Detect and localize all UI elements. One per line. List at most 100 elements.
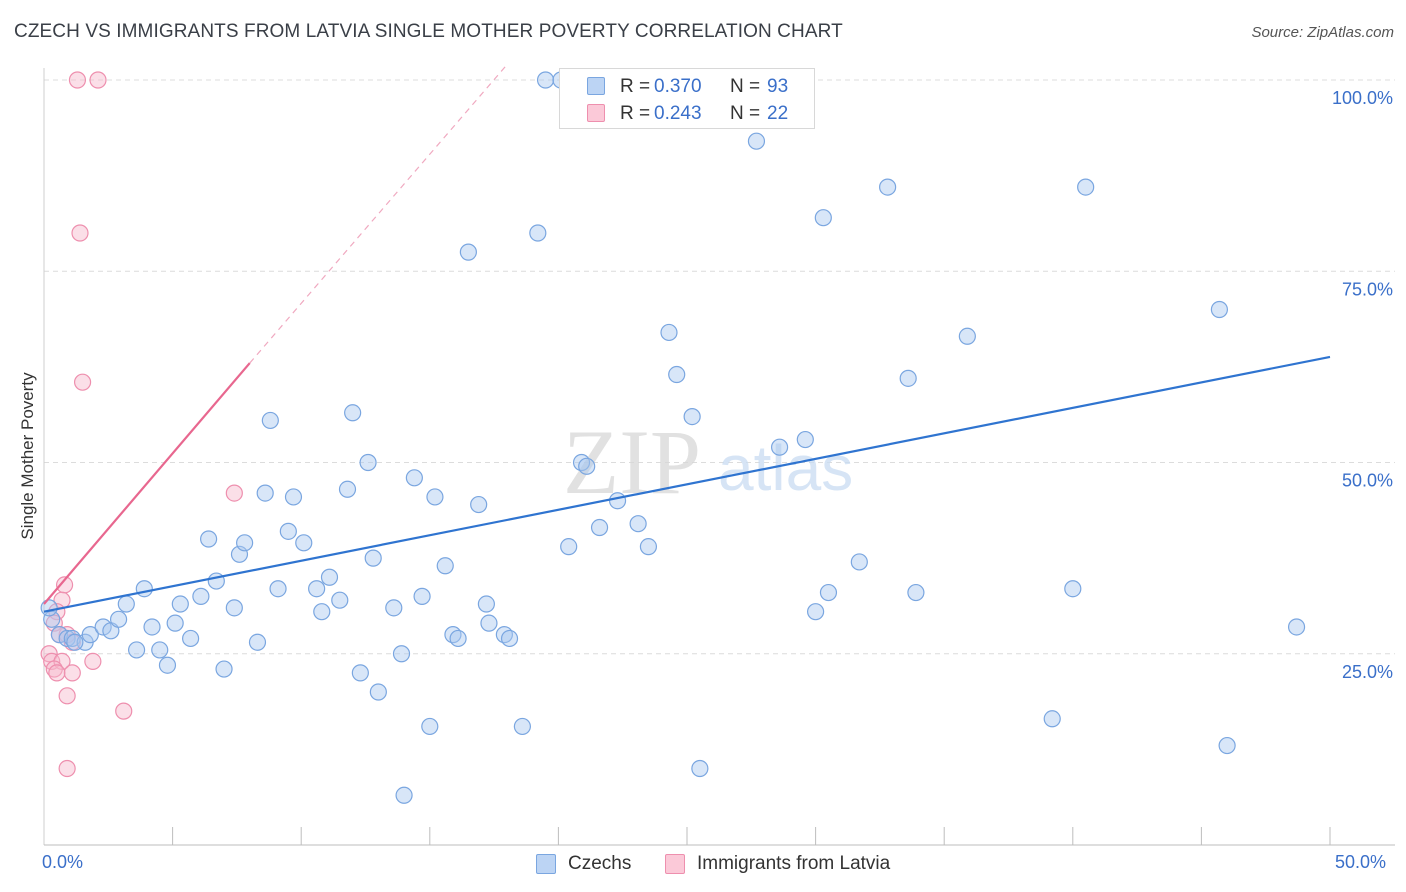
legend-r-label: R = — [620, 103, 651, 124]
czech-point — [50, 626, 69, 644]
czech-point — [806, 603, 825, 621]
czech-point — [578, 457, 596, 475]
czech-point — [421, 717, 439, 736]
czech-point — [215, 660, 233, 678]
czech-point — [819, 583, 838, 602]
czech-point — [668, 365, 686, 384]
czech-point — [166, 614, 184, 632]
czech-point — [395, 786, 413, 804]
czech-point — [135, 580, 153, 598]
legend-n-label: N = — [730, 76, 761, 97]
czech-point — [814, 209, 832, 227]
czech-point — [1218, 736, 1236, 755]
czech-point — [117, 595, 135, 613]
axes — [43, 68, 1395, 846]
czech-trend-line — [43, 355, 1331, 613]
latvia-point — [115, 702, 133, 720]
x-tick-label-min: 0.0% — [42, 852, 84, 872]
czech-point — [747, 132, 766, 150]
latvia-point — [58, 687, 76, 705]
latvia-trend-extension — [249, 64, 508, 364]
source-label: Source: ZipAtlas.com — [1251, 24, 1394, 41]
czech-point — [279, 522, 297, 540]
y-tick-label: 25.0% — [1342, 662, 1393, 682]
bottom-legend-swatch-latvia — [665, 854, 685, 874]
czech-point — [639, 538, 658, 556]
czech-point — [364, 549, 382, 567]
czech-point — [513, 717, 531, 736]
bottom-legend-swatch-czechs — [536, 854, 556, 874]
czech-point — [907, 583, 925, 602]
y-tick-labels: 25.0% 50.0% 75.0% 100.0% — [1332, 88, 1393, 682]
latvia-point — [225, 484, 243, 502]
czech-point — [850, 553, 868, 571]
czech-point — [269, 580, 287, 598]
czech-point — [1287, 618, 1306, 636]
czech-point — [683, 408, 701, 426]
latvia-point — [71, 224, 89, 242]
czech-point — [392, 645, 411, 663]
czech-point — [660, 323, 678, 342]
y-tick-label: 100.0% — [1332, 88, 1393, 108]
latvia-points — [40, 71, 243, 778]
latvia-point — [73, 373, 92, 391]
czech-point — [590, 518, 609, 537]
czech-point — [81, 626, 99, 644]
czech-point — [796, 430, 814, 449]
czech-point — [151, 641, 169, 659]
legend-n-value: 22 — [767, 103, 789, 124]
czech-point — [344, 404, 362, 422]
czech-point — [331, 591, 349, 609]
watermark: ZIP atlas — [563, 411, 853, 513]
czech-point — [369, 683, 387, 701]
latvia-point — [63, 664, 81, 682]
czech-point — [480, 614, 498, 632]
bottom-legend-label-czechs: Czechs — [568, 853, 632, 874]
latvia-point — [89, 71, 107, 89]
czech-point — [359, 453, 377, 472]
czech-point — [459, 243, 477, 261]
czech-point — [171, 595, 189, 613]
czech-point — [225, 599, 243, 617]
czech-point — [500, 629, 519, 648]
czech-point — [426, 488, 444, 506]
czech-point — [313, 603, 331, 621]
czech-point — [200, 530, 218, 548]
czech-point — [284, 488, 303, 506]
czech-point — [109, 610, 128, 628]
czech-point — [295, 534, 313, 552]
czech-point — [1077, 178, 1095, 196]
czech-point — [40, 599, 58, 617]
latvia-point — [48, 664, 66, 682]
legend-n-label: N = — [730, 103, 761, 124]
czech-point — [536, 71, 555, 89]
czech-point — [248, 633, 267, 651]
czech-point — [338, 480, 357, 498]
legend-r-label: R = — [620, 76, 651, 97]
czech-point — [320, 568, 339, 586]
czech-point — [470, 495, 488, 514]
chart-title: CZECH VS IMMIGRANTS FROM LATVIA SINGLE M… — [14, 21, 843, 42]
legend-n-value: 93 — [767, 76, 789, 97]
czech-point — [1043, 710, 1061, 728]
czech-point — [629, 515, 647, 533]
czech-point — [608, 492, 627, 510]
czech-point — [308, 580, 326, 598]
czech-point — [127, 641, 146, 659]
czech-point — [770, 438, 789, 456]
czech-point — [477, 595, 495, 613]
legend-r-value: 0.243 — [654, 103, 702, 124]
czech-point — [385, 599, 403, 617]
czech-point — [958, 327, 976, 345]
trend-lines — [43, 64, 1331, 613]
czech-point — [66, 633, 84, 651]
czech-point — [256, 484, 274, 502]
czech-point — [529, 224, 547, 242]
bottom-legend-label-latvia: Immigrants from Latvia — [697, 853, 891, 874]
latvia-point — [58, 759, 76, 778]
czech-point — [436, 557, 454, 575]
czech-point — [405, 469, 423, 487]
czech-point — [261, 411, 279, 430]
czech-point — [1064, 580, 1082, 598]
